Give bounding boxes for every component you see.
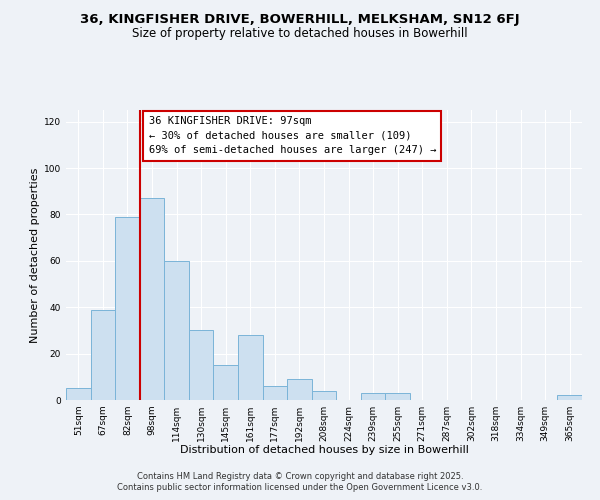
- Text: Size of property relative to detached houses in Bowerhill: Size of property relative to detached ho…: [132, 28, 468, 40]
- Bar: [189, 330, 214, 400]
- Bar: [557, 396, 582, 400]
- Bar: [312, 390, 336, 400]
- Text: 36, KINGFISHER DRIVE, BOWERHILL, MELKSHAM, SN12 6FJ: 36, KINGFISHER DRIVE, BOWERHILL, MELKSHA…: [80, 12, 520, 26]
- Bar: [214, 365, 238, 400]
- X-axis label: Distribution of detached houses by size in Bowerhill: Distribution of detached houses by size …: [179, 446, 469, 456]
- Text: 36 KINGFISHER DRIVE: 97sqm
← 30% of detached houses are smaller (109)
69% of sem: 36 KINGFISHER DRIVE: 97sqm ← 30% of deta…: [149, 116, 436, 156]
- Bar: [66, 388, 91, 400]
- Bar: [115, 216, 140, 400]
- Bar: [238, 335, 263, 400]
- Bar: [287, 379, 312, 400]
- Bar: [385, 393, 410, 400]
- Bar: [361, 393, 385, 400]
- Y-axis label: Number of detached properties: Number of detached properties: [30, 168, 40, 342]
- Bar: [164, 261, 189, 400]
- Text: Contains HM Land Registry data © Crown copyright and database right 2025.: Contains HM Land Registry data © Crown c…: [137, 472, 463, 481]
- Bar: [91, 310, 115, 400]
- Bar: [263, 386, 287, 400]
- Bar: [140, 198, 164, 400]
- Text: Contains public sector information licensed under the Open Government Licence v3: Contains public sector information licen…: [118, 484, 482, 492]
